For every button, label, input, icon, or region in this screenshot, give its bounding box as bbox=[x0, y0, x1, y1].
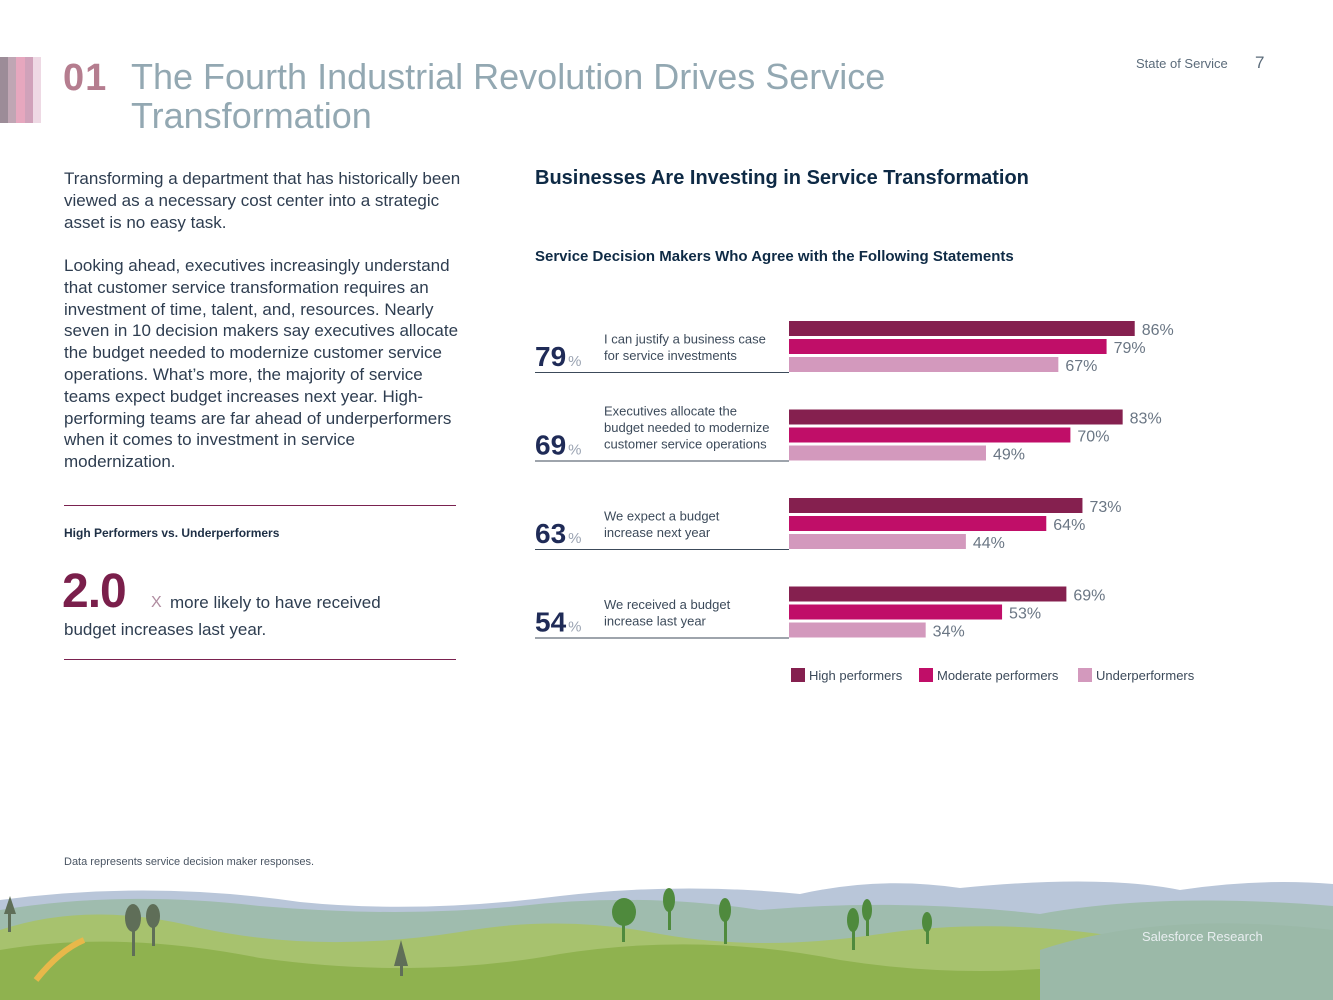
category-label: We received a budget bbox=[604, 597, 731, 612]
chart-subtitle: Service Decision Makers Who Agree with t… bbox=[535, 248, 1014, 265]
bar-value-label: 44% bbox=[973, 535, 1005, 552]
bar bbox=[789, 427, 1071, 443]
highlight-multiplier: 2.0 bbox=[62, 565, 127, 618]
report-name: State of Service bbox=[1136, 56, 1228, 71]
bar bbox=[789, 604, 1003, 620]
highlight-text-2: budget increases last year. bbox=[64, 620, 267, 639]
category-label: for service investments bbox=[604, 348, 737, 363]
landscape-illustration bbox=[0, 881, 1333, 1000]
stripe bbox=[0, 57, 9, 123]
bar-value-label: 34% bbox=[933, 624, 965, 641]
highlight-text-1: more likely to have received bbox=[170, 593, 381, 612]
bar bbox=[789, 516, 1047, 531]
bar-value-label: 69% bbox=[1073, 588, 1105, 605]
page-title: The Fourth Industrial Revolution Drives … bbox=[131, 56, 886, 136]
intro-paragraph-1: Transforming a department that has histo… bbox=[64, 169, 461, 232]
category-label: increase last year bbox=[604, 614, 707, 629]
section-stripes bbox=[0, 57, 42, 123]
legend-swatch bbox=[791, 668, 805, 682]
bar bbox=[789, 498, 1083, 513]
bar-value-label: 67% bbox=[1065, 358, 1097, 375]
overall-value: 54% bbox=[535, 607, 582, 638]
category-label: We expect a budget bbox=[604, 509, 720, 524]
page-number: 7 bbox=[1255, 53, 1265, 72]
chart-title: Businesses Are Investing in Service Tran… bbox=[535, 167, 1029, 189]
bar-value-label: 53% bbox=[1009, 606, 1041, 623]
bar bbox=[789, 586, 1067, 602]
legend-swatch bbox=[919, 668, 933, 682]
overall-value: 79% bbox=[535, 341, 582, 372]
highlight-unit: X bbox=[151, 594, 162, 611]
category-label: Executives allocate the bbox=[604, 404, 737, 419]
bar-value-label: 83% bbox=[1130, 411, 1162, 428]
stripe bbox=[16, 57, 25, 123]
divider-bottom bbox=[64, 659, 456, 660]
legend-label: Moderate performers bbox=[937, 668, 1059, 683]
bar bbox=[789, 445, 986, 461]
bar-value-label: 73% bbox=[1089, 499, 1121, 516]
overall-value: 69% bbox=[535, 430, 582, 461]
divider-top bbox=[64, 505, 456, 506]
bar-chart: 86%79%67%79 %I can justify a business cas… bbox=[535, 321, 1195, 683]
stripe bbox=[24, 57, 33, 123]
bar bbox=[789, 409, 1123, 425]
legend-label: High performers bbox=[809, 668, 903, 683]
stripe bbox=[8, 57, 17, 123]
category-label: budget needed to modernize bbox=[604, 420, 770, 435]
category-label: increase next year bbox=[604, 525, 711, 540]
overall-value: 63% bbox=[535, 518, 582, 549]
bar-value-label: 70% bbox=[1077, 429, 1109, 446]
category-label: I can justify a business case bbox=[604, 332, 766, 347]
legend-label: Underperformers bbox=[1096, 668, 1195, 683]
bar-value-label: 86% bbox=[1142, 322, 1174, 339]
brand-label: Salesforce Research bbox=[1142, 929, 1263, 944]
section-number: 01 bbox=[63, 57, 108, 99]
category-label: customer service operations bbox=[604, 437, 767, 452]
footnote: Data represents service decision maker r… bbox=[64, 856, 315, 868]
highlight-title: High Performers vs. Underperformers bbox=[64, 526, 280, 540]
bar bbox=[789, 357, 1059, 372]
stripe bbox=[32, 57, 42, 123]
bar-value-label: 79% bbox=[1114, 340, 1146, 357]
bar-value-label: 64% bbox=[1053, 517, 1085, 534]
legend-swatch bbox=[1078, 668, 1092, 682]
bar bbox=[789, 534, 966, 549]
bar bbox=[789, 321, 1135, 336]
bar bbox=[789, 622, 926, 638]
bar bbox=[789, 339, 1107, 354]
intro-paragraph-2: Looking ahead, executives increasingly u… bbox=[64, 256, 459, 472]
bar-value-label: 49% bbox=[993, 447, 1025, 464]
